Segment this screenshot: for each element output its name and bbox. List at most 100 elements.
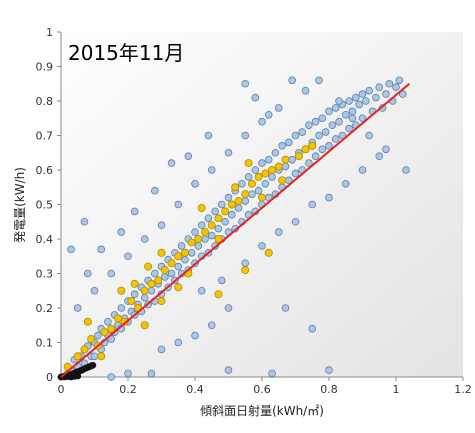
trend-line-group	[60, 82, 411, 378]
data-point	[80, 217, 89, 226]
highlight-point	[140, 321, 149, 330]
highlight-point	[214, 290, 223, 299]
x-axis-title: 傾斜面日射量(kWh/㎡)	[200, 403, 324, 418]
y-tick-label: 0	[46, 371, 53, 384]
chart-title: 2015年11月	[68, 41, 184, 65]
data-point	[351, 93, 360, 102]
highlight-point	[160, 266, 169, 275]
data-point	[104, 317, 112, 326]
y-tick-label: 0.1	[36, 337, 54, 350]
highlight-point	[214, 214, 223, 223]
highlight-point	[194, 234, 203, 243]
data-point	[147, 286, 156, 295]
y-tick-label: 0.6	[36, 164, 54, 177]
data-point	[218, 200, 226, 209]
data-point	[288, 155, 296, 164]
data-point	[305, 159, 313, 167]
highlight-point	[308, 141, 317, 150]
data-point	[181, 255, 189, 264]
data-point	[355, 100, 363, 109]
y-tick-label: 0.4	[36, 233, 54, 246]
data-point	[191, 331, 199, 340]
highlight-point	[221, 207, 230, 216]
data-point	[221, 217, 229, 226]
data-point	[331, 104, 340, 112]
data-point	[365, 86, 374, 95]
data-point	[124, 369, 132, 378]
data-point	[194, 242, 203, 250]
highlight-point	[234, 197, 243, 206]
highlight-point	[268, 165, 277, 174]
highlight-point	[214, 234, 223, 243]
data-point	[124, 252, 132, 261]
y-tick-label: 0.9	[36, 61, 54, 74]
data-point	[271, 148, 280, 157]
data-point	[73, 304, 82, 312]
highlight-point	[247, 179, 256, 188]
x-tick-label: 1.2	[454, 383, 472, 396]
data-point	[321, 128, 330, 136]
data-point	[358, 90, 367, 98]
data-point	[147, 369, 156, 378]
data-point	[174, 200, 183, 209]
data-point	[214, 224, 223, 233]
y-tick-label: 0.7	[36, 130, 54, 143]
data-point	[107, 269, 116, 278]
data-point	[318, 114, 327, 123]
data-point	[284, 138, 293, 147]
highlight-point	[174, 283, 183, 292]
data-point	[365, 131, 374, 140]
data-point	[341, 111, 350, 119]
highlight-point	[87, 335, 96, 344]
highlight-point	[83, 317, 92, 326]
data-point	[187, 249, 196, 257]
data-point	[207, 231, 216, 240]
highlight-point	[241, 190, 250, 199]
data-point	[325, 142, 333, 150]
x-tick-label: 1	[393, 383, 400, 396]
highlight-point	[113, 314, 122, 323]
highlight-point	[157, 248, 166, 257]
data-point	[291, 217, 300, 226]
y-tick-label: 0.8	[36, 95, 54, 108]
x-tick-label: 0.6	[253, 383, 271, 396]
data-point	[117, 228, 126, 236]
data-point	[177, 242, 186, 250]
data-point	[167, 269, 176, 278]
data-point	[385, 79, 394, 88]
data-point	[224, 304, 233, 312]
data-point	[315, 76, 323, 85]
highlight-point	[294, 152, 303, 161]
data-point	[258, 117, 266, 126]
data-point	[358, 166, 367, 174]
highlight-point	[264, 248, 273, 257]
highlight-point	[154, 276, 163, 285]
data-point	[264, 111, 273, 119]
data-point	[291, 131, 300, 140]
data-point	[157, 221, 166, 230]
data-point	[362, 97, 370, 105]
data-point	[375, 152, 384, 161]
highlight-point	[301, 145, 310, 154]
data-point	[291, 169, 300, 178]
data-point	[174, 262, 183, 271]
data-point	[201, 235, 209, 243]
data-point	[301, 86, 310, 95]
highlight-point	[187, 238, 196, 247]
data-point	[107, 373, 116, 381]
data-point	[382, 90, 390, 98]
data-point	[94, 331, 102, 340]
highlight-point	[241, 266, 250, 275]
data-point	[358, 114, 367, 123]
highlight-point	[207, 221, 216, 230]
data-point	[281, 162, 290, 171]
data-point	[348, 114, 357, 123]
data-point	[274, 104, 283, 112]
data-point	[348, 107, 357, 116]
data-point	[288, 76, 296, 85]
data-point	[211, 207, 219, 216]
data-point	[254, 186, 263, 195]
data-point	[274, 228, 283, 236]
